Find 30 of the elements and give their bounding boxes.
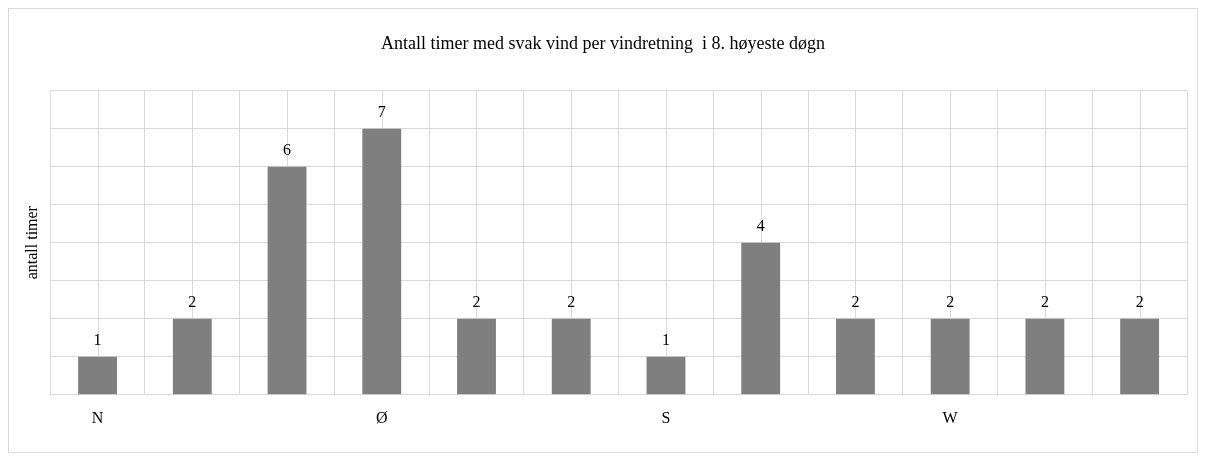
data-label: 2	[472, 292, 481, 310]
bar	[78, 356, 117, 395]
bar	[362, 128, 402, 395]
y-axis-title: antall timer	[22, 205, 40, 280]
data-label: 2	[1040, 292, 1049, 310]
bar	[1120, 318, 1160, 395]
data-label: 2	[946, 292, 955, 310]
bar	[836, 318, 875, 395]
bar	[457, 318, 496, 395]
chart-title: Antall timer med svak vind per vindretning i 8. høyeste døgn	[381, 32, 825, 53]
bar	[172, 318, 212, 395]
data-label: 1	[93, 330, 102, 348]
bar	[267, 166, 307, 395]
bar	[741, 242, 781, 395]
bar	[646, 356, 686, 395]
data-label: 6	[283, 140, 292, 158]
bar	[930, 318, 970, 395]
x-tick-label: Ø	[375, 408, 388, 426]
data-label: 7	[377, 102, 386, 120]
bar	[551, 318, 591, 395]
data-label: 2	[851, 292, 860, 310]
data-label: 2	[188, 292, 197, 310]
x-tick-label: N	[91, 408, 104, 426]
data-label: 1	[661, 330, 670, 348]
bar	[1025, 318, 1065, 395]
x-tick-label: W	[942, 408, 959, 426]
x-tick-label: S	[661, 408, 671, 426]
data-label: 4	[756, 216, 765, 234]
data-label: 2	[1135, 292, 1144, 310]
data-label: 2	[567, 292, 576, 310]
